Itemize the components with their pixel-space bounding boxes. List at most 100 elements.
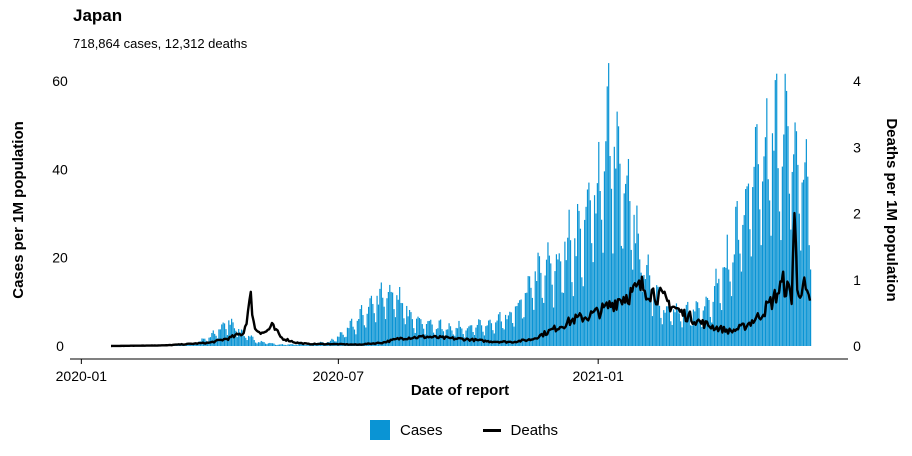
cases-bar — [273, 343, 275, 346]
cases-bar — [737, 239, 740, 346]
cases-bar — [807, 176, 809, 346]
cases-bar — [771, 133, 774, 346]
cases-bar — [716, 283, 718, 346]
cases-bar — [392, 292, 394, 346]
cases-bar — [541, 297, 543, 346]
cases-bar — [256, 343, 258, 346]
cases-bar — [745, 189, 747, 346]
cases-bar — [543, 302, 545, 346]
cases-bar — [461, 328, 463, 346]
cases-bar — [545, 259, 548, 346]
cases-bar — [336, 336, 339, 346]
cases-bar — [763, 156, 765, 346]
cases-bar — [389, 284, 391, 346]
cases-bar — [548, 255, 550, 346]
cases-bar — [348, 328, 350, 346]
cases-bar — [375, 322, 377, 346]
cases-bar — [262, 341, 264, 346]
cases-bar — [212, 330, 214, 346]
cases-bar — [777, 168, 779, 346]
cases-bar — [589, 200, 591, 346]
cases-bar — [303, 344, 305, 346]
cases-bar — [790, 229, 792, 346]
cases-bar — [688, 315, 690, 346]
cases-bar — [344, 337, 346, 346]
cases-bar — [697, 302, 699, 346]
cases-bar — [216, 338, 219, 346]
cases-bar — [493, 333, 495, 346]
cases-bar — [259, 342, 261, 346]
legend-deaths-label: Deaths — [510, 421, 559, 439]
y-axis-label: Cases per 1M population — [10, 121, 27, 299]
x-ticks: 2020-01 2020-07 2021-01 — [56, 359, 624, 384]
cases-bar — [338, 336, 340, 346]
cases-bar — [448, 323, 450, 346]
cases-bar — [301, 343, 303, 346]
cases-bar — [557, 259, 559, 346]
cases-bar — [627, 158, 630, 346]
cases-bar — [242, 330, 244, 346]
cases-bar — [231, 318, 233, 346]
cases-bar — [629, 201, 631, 346]
cases-bar — [598, 141, 600, 346]
cases-bar — [293, 344, 295, 346]
cases-bar — [730, 296, 733, 346]
cases-bar — [593, 195, 596, 346]
cases-bar — [568, 209, 570, 346]
cases-bar — [399, 287, 401, 346]
cases-bar — [582, 286, 584, 346]
cases-bar — [434, 335, 436, 346]
cases-bar — [527, 276, 529, 346]
cases-bar — [400, 302, 402, 346]
cases-bar — [692, 309, 694, 346]
cases-bar — [732, 262, 734, 346]
cases-bar — [735, 206, 737, 346]
cases-bar — [243, 336, 245, 346]
cases-bar — [420, 319, 422, 346]
cases-bar — [211, 333, 213, 346]
cases-bar — [766, 98, 768, 347]
cases-bar — [617, 126, 620, 346]
cases-bar — [424, 334, 426, 346]
cases-bar — [605, 141, 607, 346]
cases-bar — [524, 293, 526, 346]
cases-bar — [586, 189, 589, 346]
cases-bar — [787, 126, 789, 347]
cases-bar — [341, 332, 343, 346]
cases-bar — [359, 309, 361, 346]
cases-bar — [331, 338, 333, 346]
cases-bar — [410, 312, 412, 346]
cases-bar — [767, 179, 769, 346]
y2-tick-label: 3 — [853, 139, 861, 155]
cases-bar — [728, 269, 730, 346]
cases-bar — [636, 205, 638, 346]
cases-bar — [592, 262, 594, 346]
cases-bar — [383, 306, 385, 346]
cases-bar — [496, 320, 498, 346]
cases-bar — [214, 333, 216, 346]
cases-bar — [370, 295, 373, 346]
cases-bar — [482, 331, 484, 346]
cases-bar — [188, 344, 190, 346]
cases-bar — [761, 181, 764, 346]
cases-bar — [479, 320, 481, 346]
cases-bar — [438, 320, 440, 346]
cases-bar — [492, 330, 494, 346]
cases-bar — [574, 238, 576, 346]
cases-bar — [606, 86, 608, 346]
cases-bar — [346, 327, 349, 346]
cases-bar — [277, 344, 279, 346]
cases-bar — [718, 278, 720, 346]
cases-bar — [805, 139, 807, 346]
cases-bar — [564, 241, 566, 346]
cases-bar — [428, 320, 430, 346]
cases-bar — [279, 344, 281, 346]
cases-bar — [401, 303, 404, 346]
cases-bar — [489, 319, 491, 346]
cases-bar — [798, 213, 800, 346]
cases-bar — [620, 245, 622, 346]
cases-bar — [694, 311, 696, 346]
cases-bar — [408, 310, 411, 346]
cases-bar — [517, 302, 519, 346]
cases-bar — [591, 243, 593, 346]
